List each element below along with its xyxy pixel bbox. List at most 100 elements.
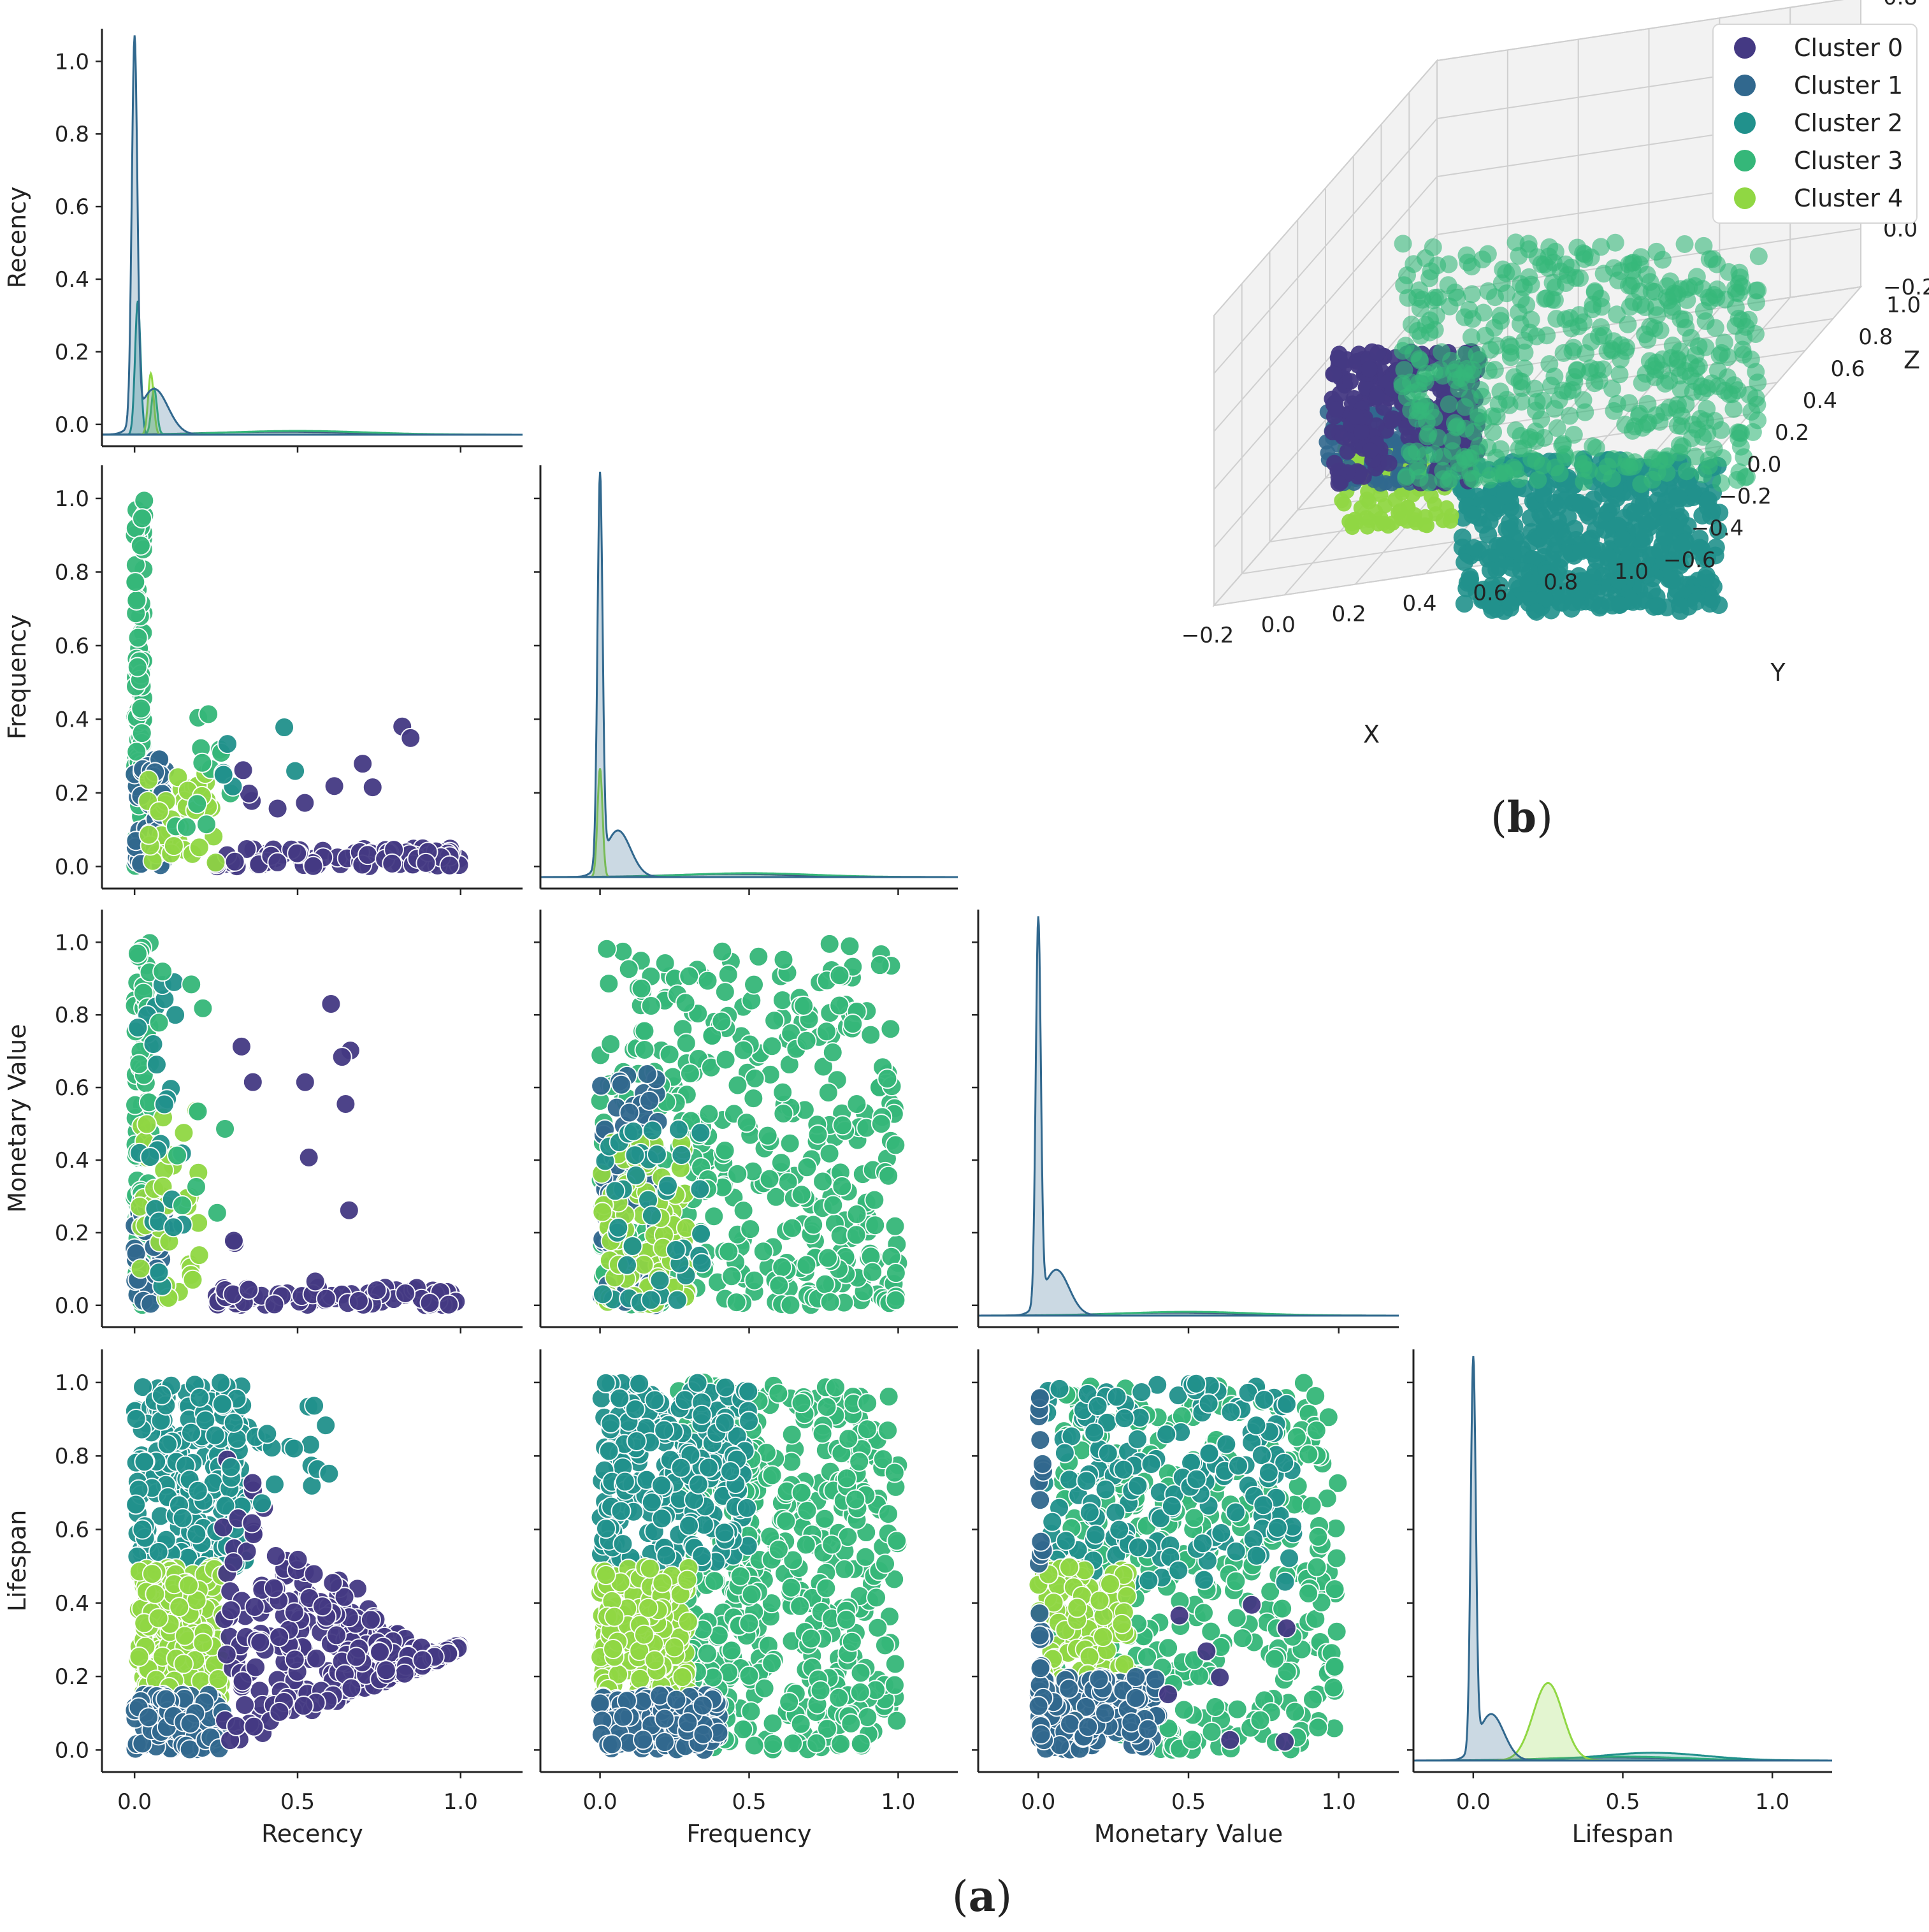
scatter-point bbox=[1084, 1422, 1105, 1443]
scatter-point bbox=[712, 941, 733, 962]
y-tick-label: 0.6 bbox=[55, 1517, 89, 1543]
y-axis-label: Lifespan bbox=[3, 1510, 31, 1612]
scatter-point bbox=[704, 1206, 725, 1227]
scatter-point bbox=[189, 837, 210, 858]
scatter-point bbox=[610, 1500, 632, 1522]
scatter-point bbox=[134, 1451, 155, 1472]
scatter-point bbox=[704, 1571, 725, 1592]
scatter-point bbox=[1276, 1661, 1297, 1682]
scatter-point bbox=[721, 1640, 742, 1661]
scatter-point bbox=[608, 1217, 629, 1238]
x-tick-label: 1.0 bbox=[881, 1789, 915, 1815]
scatter-point bbox=[691, 1404, 712, 1425]
scatter-point bbox=[781, 1424, 802, 1445]
scatter-point bbox=[878, 1386, 899, 1407]
scatter-point bbox=[714, 1140, 735, 1161]
scatter-point bbox=[1251, 1445, 1272, 1466]
scatter-point bbox=[163, 836, 184, 857]
scatter-point bbox=[126, 1408, 147, 1429]
scatter-point bbox=[793, 995, 814, 1016]
scatter-point bbox=[319, 1463, 340, 1484]
scatter-point bbox=[884, 1462, 905, 1483]
scatter-point bbox=[1058, 1678, 1080, 1699]
kde-curve-cluster-1 bbox=[101, 35, 523, 436]
scatter-point bbox=[629, 1373, 650, 1394]
scatter-point bbox=[654, 1420, 675, 1441]
scatter-point bbox=[382, 853, 403, 874]
b-point-cluster-2 bbox=[1528, 602, 1546, 621]
x-axis-label: Recency bbox=[261, 1820, 363, 1848]
scatter-point bbox=[129, 1646, 150, 1667]
scatter-point bbox=[800, 1628, 821, 1649]
scatter-point bbox=[1199, 1443, 1220, 1464]
scatter-point bbox=[1250, 1710, 1271, 1731]
scatter-point bbox=[235, 1694, 256, 1715]
scatter-point bbox=[639, 1558, 660, 1579]
scatter-point bbox=[208, 1669, 229, 1690]
scatter-point bbox=[338, 1200, 359, 1221]
scatter-point bbox=[654, 953, 676, 974]
scatter-point bbox=[871, 1114, 892, 1135]
b-point-cluster-2 bbox=[1541, 501, 1559, 519]
scatter-point bbox=[791, 1482, 812, 1503]
y-tick-label: 1.0 bbox=[55, 930, 89, 955]
scatter-point bbox=[1128, 1537, 1149, 1558]
scatter-point bbox=[1029, 1388, 1050, 1409]
scatter-point bbox=[810, 1680, 831, 1701]
scatter-point bbox=[131, 723, 152, 744]
scatter-point bbox=[675, 992, 696, 1013]
scatter-point bbox=[1028, 1696, 1049, 1717]
scatter-point bbox=[856, 1419, 878, 1440]
scatter-point bbox=[821, 1534, 842, 1555]
scatter-point bbox=[1156, 1424, 1177, 1445]
scatter-point bbox=[269, 1701, 290, 1722]
scatter-point bbox=[654, 1732, 675, 1753]
scatter-point bbox=[772, 990, 793, 1011]
y-tick-label: 0.6 bbox=[55, 634, 89, 659]
scatter-point bbox=[265, 1546, 286, 1567]
pairplot-grid: 0.00.20.40.60.81.00.00.20.40.60.81.00.00… bbox=[3, 29, 1832, 1848]
scatter-point bbox=[131, 698, 152, 719]
scatter-point bbox=[762, 1465, 783, 1486]
scatter-point bbox=[652, 1572, 673, 1594]
scatter-point bbox=[715, 1049, 736, 1070]
scatter-point bbox=[796, 1254, 817, 1275]
scatter-point bbox=[244, 1597, 265, 1618]
scatter-point bbox=[243, 1716, 264, 1737]
scatter-point bbox=[836, 1468, 857, 1489]
scatter-point bbox=[1088, 1669, 1109, 1690]
scatter-point bbox=[145, 1583, 166, 1604]
scatter-point bbox=[1216, 1434, 1237, 1455]
scatter-point bbox=[198, 704, 219, 725]
scatter-point bbox=[733, 1200, 754, 1221]
scatter-point bbox=[762, 1036, 783, 1057]
scatter-point bbox=[714, 1522, 735, 1543]
scatter-point bbox=[315, 1288, 336, 1309]
scatter-point bbox=[1302, 1689, 1323, 1710]
scatter-point bbox=[223, 1230, 244, 1251]
scatter-point bbox=[155, 1689, 177, 1710]
scatter-point bbox=[1225, 1502, 1246, 1523]
scatter-point bbox=[210, 1372, 231, 1393]
scatter-point bbox=[1211, 1523, 1232, 1544]
scatter-point bbox=[1201, 1721, 1222, 1742]
b-point-cluster-2 bbox=[1710, 596, 1728, 614]
scatter-point bbox=[1285, 1701, 1306, 1722]
scatter-point bbox=[1324, 1656, 1345, 1677]
scatter-point bbox=[878, 1165, 899, 1186]
scatter-point bbox=[748, 946, 769, 967]
scatter-point bbox=[132, 1519, 153, 1540]
scatter-point bbox=[875, 1553, 896, 1574]
y-tick-label: 0.0 bbox=[55, 1293, 89, 1319]
scatter-point bbox=[841, 1631, 862, 1652]
scatter-point bbox=[206, 1202, 228, 1223]
scatter-point bbox=[127, 1017, 148, 1038]
scatter-point bbox=[659, 1044, 680, 1065]
scatter-point bbox=[744, 1068, 765, 1089]
scatter-point bbox=[623, 1121, 644, 1142]
scatter-point bbox=[438, 1294, 459, 1315]
scatter-point bbox=[839, 936, 860, 957]
scatter-point bbox=[791, 1393, 812, 1414]
subplot-Recency-vs-Recency: 0.00.20.40.60.81.0 bbox=[55, 29, 523, 453]
scatter-point bbox=[215, 1118, 236, 1139]
